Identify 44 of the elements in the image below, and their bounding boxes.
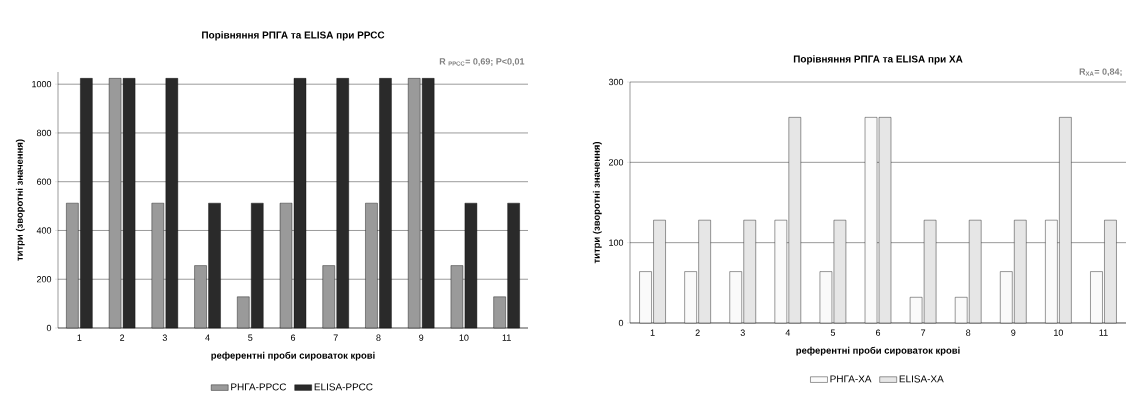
- x-tick-label: 9: [1011, 329, 1016, 336]
- y-tick-label: 0: [618, 319, 624, 327]
- x-tick-label: 6: [290, 334, 296, 341]
- x-tick-label: 11: [1099, 329, 1108, 336]
- chart-title: Порівняння РПГА та ELISA при РРСС: [202, 31, 385, 41]
- y-tick-label: 400: [36, 227, 52, 234]
- text: R$_{ХА}$= 0,84;: [1079, 68, 1122, 77]
- y-tick-label: 300: [608, 78, 624, 86]
- x-tick-label: 11: [502, 334, 511, 341]
- x-tick-label: 7: [921, 329, 926, 336]
- y-axis-title: титри (зворотні значення): [592, 141, 602, 264]
- y-tick-label: 0: [46, 324, 52, 332]
- y-tick-label: 800: [36, 129, 52, 137]
- x-tick-label: 5: [248, 334, 253, 341]
- x-tick-label: 8: [966, 329, 971, 336]
- x-tick-label: 4: [205, 334, 210, 341]
- x-tick-label: 5: [830, 329, 836, 336]
- y-axis-title: титри (зворотні значення): [15, 139, 25, 261]
- x-tick-label: 1: [650, 329, 655, 336]
- x-tick-label: 2: [120, 334, 125, 341]
- x-tick-label: 2: [695, 329, 700, 336]
- x-axis-title: референтні проби сироваток крові: [796, 346, 960, 356]
- y-tick-label: 100: [609, 239, 624, 246]
- x-tick-label: 3: [740, 329, 745, 336]
- x-tick-label: 1: [77, 334, 82, 341]
- x-tick-label: 4: [785, 329, 791, 336]
- y-tick-label: 200: [608, 159, 624, 166]
- y-tick-label: 600: [36, 178, 52, 185]
- x-tick-label: 6: [875, 329, 881, 336]
- legend-label: ELISA-РРСС: [314, 383, 373, 391]
- x-tick-label: 10: [459, 334, 469, 341]
- x-tick-label: 10: [1054, 329, 1064, 336]
- x-axis-title: референтні проби сироваток крові: [211, 351, 375, 361]
- chart-title: Порівняння РПГА та ELISA при ХА: [793, 55, 963, 65]
- x-tick-label: 7: [333, 334, 338, 341]
- x-tick-label: 9: [419, 334, 424, 341]
- y-tick-label: 1000: [32, 81, 52, 88]
- x-tick-label: 8: [376, 334, 381, 341]
- legend-label: РНГА-ХА: [830, 375, 872, 383]
- text: R $_{РРСС}$= 0,69; P<0,01: [439, 58, 525, 66]
- legend-label: РНГА-РРСС: [231, 383, 287, 391]
- legend-label: ELISA-ХА: [899, 375, 944, 383]
- x-tick-label: 3: [162, 334, 167, 341]
- y-tick-label: 200: [36, 276, 52, 283]
